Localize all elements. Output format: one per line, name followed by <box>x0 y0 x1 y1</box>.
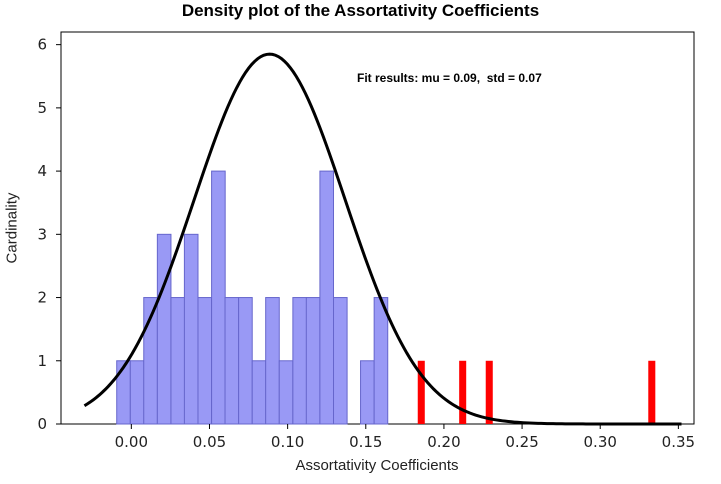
bar-blue <box>373 297 389 425</box>
bar-blue <box>197 297 213 425</box>
y-tick-label: 3 <box>37 225 47 243</box>
bar-blue <box>116 360 131 425</box>
bar-red <box>417 360 425 424</box>
y-axis-label: Cardinality <box>3 192 21 264</box>
bar-red <box>648 360 656 424</box>
x-tick-label: 0.30 <box>584 433 617 451</box>
bar-blue <box>360 360 375 425</box>
x-tick-label: 0.10 <box>271 433 304 451</box>
bar-blue <box>265 297 280 425</box>
bar-blue <box>333 297 348 425</box>
bar-blue <box>292 297 307 425</box>
fit-curve <box>83 52 682 426</box>
bar-blue <box>305 297 321 425</box>
bar-blue <box>129 360 145 425</box>
ticks-group: 0.00 0.05 0.10 0.15 0.20 0.25 0.30 0.35 0 1 2 3 4 5 6 <box>37 36 695 451</box>
bars-group <box>116 170 656 425</box>
fit-results-annotation: Fit results: mu = 0.09, std = 0.07 <box>357 71 542 85</box>
bar-blue <box>170 297 186 425</box>
x-tick-label: 0.00 <box>115 433 148 451</box>
y-tick-label: 6 <box>37 36 47 54</box>
x-tick-label: 0.35 <box>662 433 695 451</box>
bar-blue <box>238 297 253 425</box>
y-tick-label: 5 <box>37 99 47 117</box>
y-tick-label: 0 <box>37 415 47 433</box>
bar-blue <box>224 297 240 425</box>
x-tick-label: 0.20 <box>427 433 460 451</box>
bar-blue <box>183 233 199 425</box>
x-tick-label: 0.15 <box>349 433 382 451</box>
bar-blue <box>278 360 294 425</box>
x-tick-label: 0.25 <box>505 433 538 451</box>
bar-red <box>459 360 467 424</box>
y-tick-label: 1 <box>37 352 47 370</box>
chart-title: Density plot of the Assortativity Coeffi… <box>181 1 540 20</box>
x-tick-label: 0.05 <box>193 433 226 451</box>
bar-red <box>485 360 493 424</box>
y-tick-label: 2 <box>37 289 47 307</box>
y-tick-label: 4 <box>37 162 47 180</box>
bar-blue <box>156 233 172 425</box>
bar-blue <box>251 360 267 425</box>
x-axis-label: Assortativity Coefficients <box>295 457 459 474</box>
bar-blue <box>319 170 335 425</box>
bar-blue <box>211 170 226 425</box>
